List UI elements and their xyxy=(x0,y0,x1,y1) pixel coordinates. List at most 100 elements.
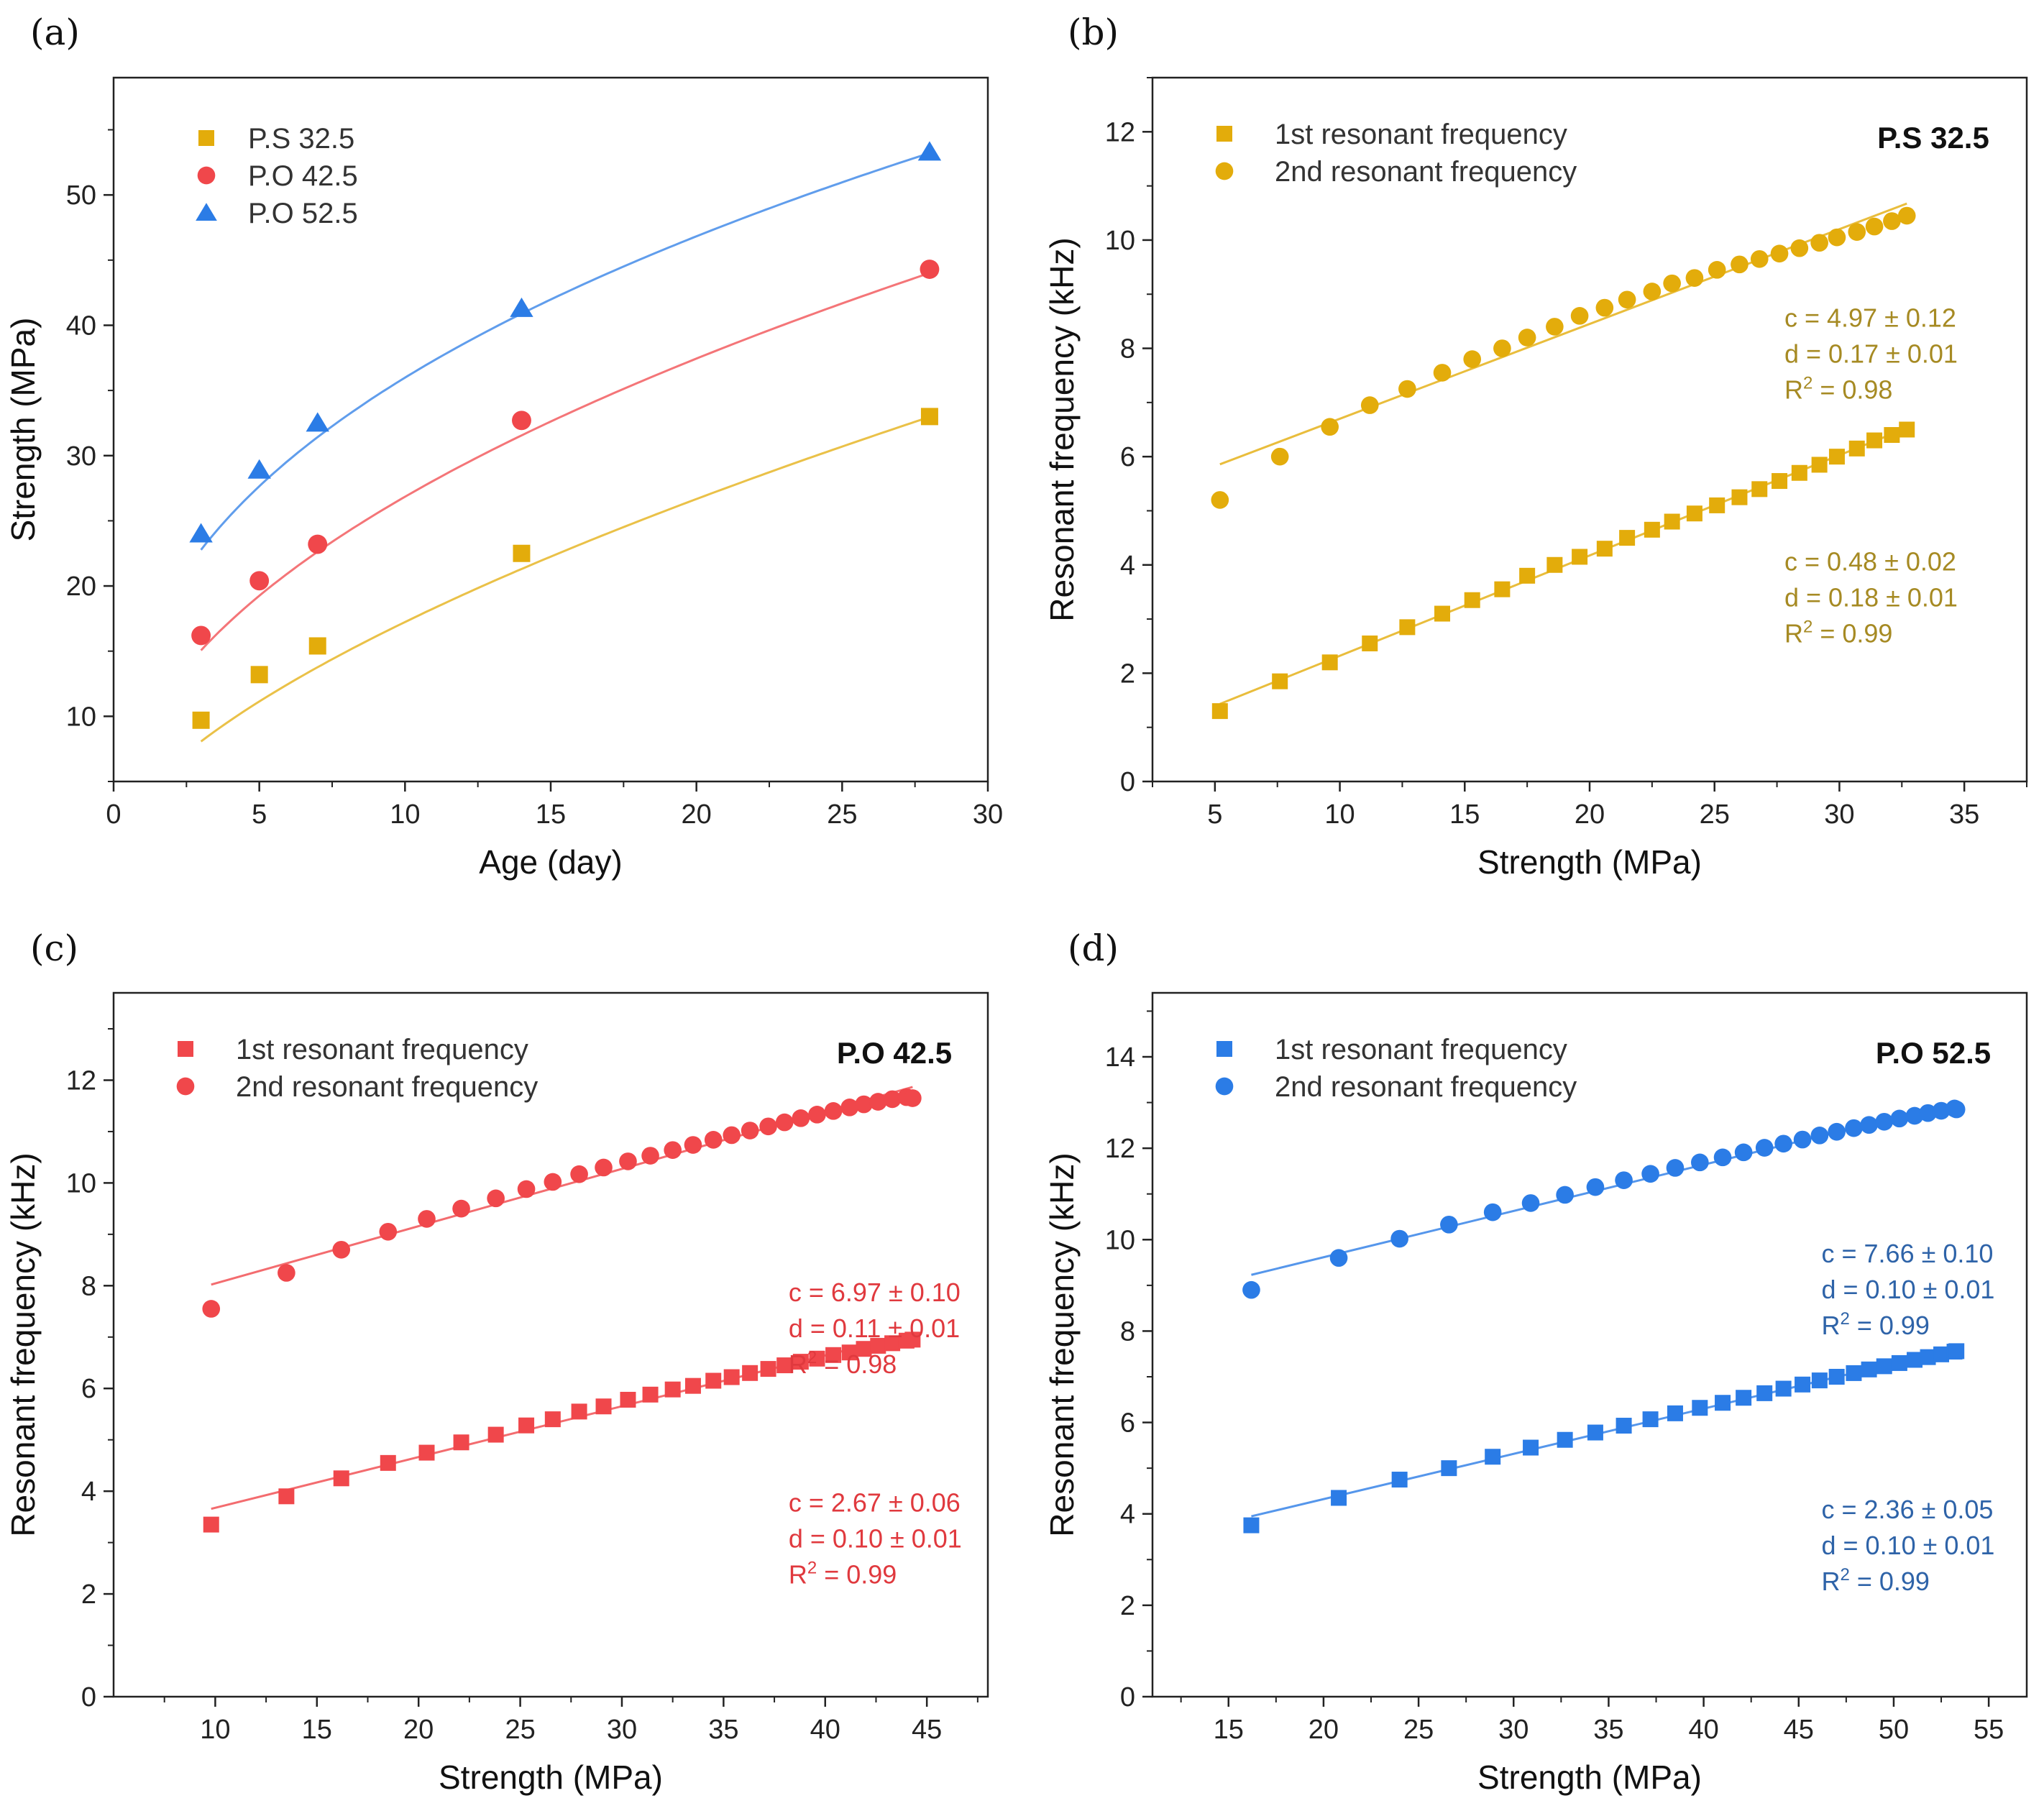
data-point xyxy=(1865,217,1884,236)
y-tick-label: 30 xyxy=(66,441,96,472)
data-point xyxy=(1736,1390,1752,1406)
data-point xyxy=(1920,1349,1936,1365)
panel-d: (d) 15 20 25 30 35 40 45 50 55 0 2 4 6 8 10 12 14 Strength… xyxy=(1043,927,2028,1796)
data-point xyxy=(1846,1365,1862,1381)
data-point xyxy=(1616,1418,1632,1434)
fit-param-d: d = 0.11 ± 0.01 xyxy=(789,1313,960,1343)
legend-marker xyxy=(1215,1077,1234,1096)
x-tick-label: 5 xyxy=(252,799,267,830)
data-point xyxy=(544,1411,561,1428)
data-point xyxy=(1899,421,1915,438)
legend-label: P.S 32.5 xyxy=(248,123,354,155)
data-point xyxy=(518,1417,535,1434)
y-tick-label: 4 xyxy=(1120,1500,1135,1530)
legend-marker xyxy=(1215,162,1234,180)
data-point xyxy=(884,1335,901,1352)
x-axis-title: Age (day) xyxy=(479,843,622,881)
panel-b: (b) 5 10 15 20 25 30 35 0 2 4 6 8 10 12 Strength (MPa) R… xyxy=(1043,12,2028,881)
y-axis-title: Resonant frequency (kHz) xyxy=(1043,237,1081,621)
fit-annotation: c = 6.97 ± 0.10 d = 0.11 ± 0.01 R2 = 0.98 xyxy=(789,1278,961,1379)
fit-param-c: c = 2.67 ± 0.06 xyxy=(789,1488,961,1518)
data-point xyxy=(487,1426,504,1443)
data-point xyxy=(741,1122,759,1140)
data-point xyxy=(1750,249,1769,268)
y-tick-label: 0 xyxy=(81,1682,96,1713)
data-point xyxy=(1321,654,1338,671)
y-tick-label: 6 xyxy=(1120,442,1135,472)
x-axis-title: Strength (MPa) xyxy=(1477,1759,1702,1796)
plot-frame xyxy=(112,991,989,1698)
data-point xyxy=(723,1369,740,1385)
data-point xyxy=(1770,244,1789,263)
fit-r-squared: R2 = 0.99 xyxy=(1822,1309,1930,1340)
x-tick-label: 35 xyxy=(1949,799,1979,830)
data-point xyxy=(595,1398,612,1415)
data-point xyxy=(1211,703,1228,720)
fit-annotation: c = 2.67 ± 0.06 d = 0.10 ± 0.01 R2 = 0.99 xyxy=(789,1488,962,1590)
data-point xyxy=(595,1158,613,1177)
data-point xyxy=(1905,1106,1924,1125)
data-point xyxy=(855,1095,873,1114)
data-point xyxy=(1876,1358,1892,1375)
fit-r-squared: R2 = 0.99 xyxy=(789,1559,897,1590)
y-tick-label: 2 xyxy=(81,1580,96,1610)
data-point xyxy=(1360,396,1379,414)
data-point xyxy=(723,1126,741,1145)
data-point xyxy=(1828,449,1845,465)
data-point xyxy=(1618,290,1636,309)
data-point xyxy=(1692,1400,1708,1416)
legend-marker xyxy=(1216,1041,1232,1057)
legend-label: 2nd resonant frequency xyxy=(236,1071,538,1103)
data-point xyxy=(1485,1449,1501,1465)
data-point xyxy=(883,1090,902,1109)
data-point xyxy=(759,1117,777,1136)
data-point xyxy=(333,1470,349,1487)
data-point xyxy=(620,1391,636,1408)
data-point xyxy=(704,1131,723,1149)
y-axis-title: Resonant frequency (kHz) xyxy=(4,1152,42,1536)
y-tick-label: 10 xyxy=(66,702,96,732)
fit-curve xyxy=(200,416,930,743)
fit-r-squared: R2 = 0.99 xyxy=(1784,617,1892,648)
data-point xyxy=(1521,1194,1540,1212)
y-tick-label: 8 xyxy=(1120,334,1135,365)
data-point xyxy=(1774,1134,1792,1153)
data-point xyxy=(1848,440,1865,457)
plot-frame xyxy=(1151,991,2028,1698)
legend-label: 1st resonant frequency xyxy=(1275,1034,1567,1065)
data-point xyxy=(742,1365,759,1381)
y-tick-label: 20 xyxy=(66,572,96,602)
data-point xyxy=(517,1180,536,1198)
cement-type-badge: P.S 32.5 xyxy=(1877,121,1989,155)
x-tick-label: 25 xyxy=(1403,1715,1434,1745)
data-point xyxy=(308,534,328,554)
data-point xyxy=(1494,581,1511,597)
data-point xyxy=(1793,1130,1812,1149)
data-point xyxy=(904,1331,921,1348)
x-tick-label: 35 xyxy=(708,1715,738,1745)
x-tick-label: 20 xyxy=(682,799,712,830)
data-point xyxy=(1434,605,1451,622)
data-point xyxy=(1811,457,1828,473)
data-point xyxy=(1270,447,1289,466)
data-point xyxy=(1795,1376,1811,1393)
data-point xyxy=(641,1147,659,1165)
y-tick-label: 0 xyxy=(1120,767,1135,797)
data-point xyxy=(202,1300,221,1318)
data-point xyxy=(1890,1109,1909,1128)
data-point xyxy=(1848,223,1866,241)
data-point xyxy=(870,1337,886,1354)
data-point xyxy=(619,1152,637,1170)
x-tick-label: 25 xyxy=(1700,799,1730,830)
data-point xyxy=(1897,206,1916,225)
fit-annotation: c = 7.66 ± 0.10 d = 0.10 ± 0.01 R2 = 0.99 xyxy=(1822,1239,1995,1340)
data-point xyxy=(1243,1517,1260,1533)
data-point xyxy=(1362,635,1378,651)
data-point xyxy=(452,1199,470,1218)
panel-label: (a) xyxy=(30,12,80,53)
data-point xyxy=(570,1165,588,1183)
data-point xyxy=(1641,1165,1659,1183)
data-point xyxy=(1211,491,1229,509)
data-point xyxy=(189,523,213,543)
data-point xyxy=(1828,1122,1846,1141)
